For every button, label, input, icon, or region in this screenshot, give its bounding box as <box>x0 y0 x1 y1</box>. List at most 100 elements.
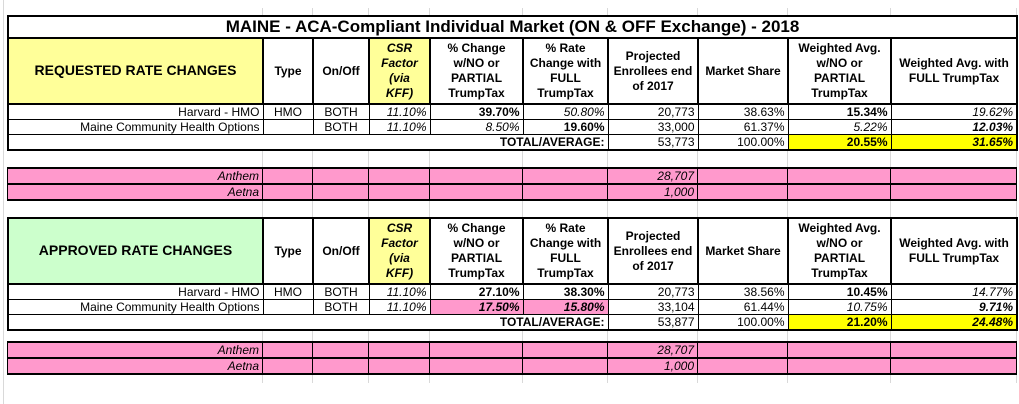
empty-cell[interactable] <box>787 183 891 201</box>
total-enrollees-cell[interactable]: 53,877 <box>607 314 699 331</box>
empty-cell[interactable] <box>262 357 313 375</box>
empty-cell[interactable] <box>787 167 891 185</box>
empty-cell[interactable] <box>312 167 369 185</box>
change-full-cell[interactable]: 50.80% <box>522 103 609 120</box>
insurer-name-cell[interactable]: Anthem <box>7 341 263 359</box>
market-share-cell[interactable]: 38.56% <box>697 283 789 300</box>
csr-factor-cell[interactable]: 11.10% <box>368 119 431 135</box>
col-header-change-full[interactable]: % Rate Change with FULL TrumpTax <box>522 37 609 105</box>
col-header-type[interactable]: Type <box>262 37 314 105</box>
col-header-onoff[interactable]: On/Off <box>312 217 370 285</box>
col-header-projected-enrollees[interactable]: Projected Enrollees end of 2017 <box>607 217 699 285</box>
insurer-name-cell[interactable]: Aetna <box>7 183 263 201</box>
total-weighted-avg-full-cell[interactable]: 31.65% <box>890 134 1019 151</box>
insurer-name-cell[interactable]: Aetna <box>7 357 263 375</box>
insurer-name-cell[interactable]: Anthem <box>7 167 263 185</box>
col-header-projected-enrollees[interactable]: Projected Enrollees end of 2017 <box>607 37 699 105</box>
empty-cell[interactable] <box>522 341 608 359</box>
total-market-share-cell[interactable]: 100.00% <box>697 314 789 331</box>
empty-cell[interactable] <box>890 341 1017 359</box>
empty-cell[interactable] <box>312 341 369 359</box>
empty-cell[interactable] <box>368 183 430 201</box>
total-weighted-avg-no-partial-cell[interactable]: 21.20% <box>787 314 892 331</box>
type-cell[interactable]: HMO <box>262 103 314 120</box>
col-header-weighted-avg-full[interactable]: Weighted Avg. with FULL TrumpTax <box>889 37 1019 105</box>
empty-cell[interactable] <box>522 167 608 185</box>
weighted-avg-no-partial-cell[interactable]: 10.75% <box>787 299 892 315</box>
col-header-weighted-avg-full[interactable]: Weighted Avg. with FULL TrumpTax <box>890 217 1018 285</box>
weighted-avg-full-cell[interactable]: 12.03% <box>890 119 1019 135</box>
weighted-avg-no-partial-cell[interactable]: 15.34% <box>787 103 892 120</box>
total-average-label[interactable]: TOTAL/AVERAGE: <box>7 134 609 151</box>
empty-cell[interactable] <box>368 167 430 185</box>
empty-cell[interactable] <box>312 357 369 375</box>
weighted-avg-no-partial-cell[interactable]: 5.22% <box>787 119 892 135</box>
insurer-name-cell[interactable]: Harvard - HMO <box>7 283 264 300</box>
empty-cell[interactable] <box>429 341 523 359</box>
total-enrollees-cell[interactable]: 53,773 <box>607 134 699 151</box>
empty-cell[interactable] <box>890 167 1017 185</box>
insurer-name-cell[interactable]: Maine Community Health Options <box>7 119 264 135</box>
insurer-name-cell[interactable]: Maine Community Health Options <box>7 299 264 315</box>
empty-cell[interactable] <box>368 341 430 359</box>
enrollees-cell[interactable]: 1,000 <box>607 357 698 375</box>
total-weighted-avg-no-partial-cell[interactable]: 20.55% <box>787 134 892 151</box>
empty-cell[interactable] <box>262 167 313 185</box>
change-no-partial-cell[interactable]: 27.10% <box>429 283 524 300</box>
empty-cell[interactable] <box>429 357 523 375</box>
col-header-market-share[interactable]: Market Share <box>697 217 789 285</box>
requested-section-label[interactable]: REQUESTED RATE CHANGES <box>7 37 264 105</box>
total-weighted-avg-full-cell[interactable]: 24.48% <box>890 314 1018 331</box>
total-market-share-cell[interactable]: 100.00% <box>697 134 789 151</box>
enrollees-cell[interactable]: 20,773 <box>607 103 699 120</box>
approved-section-label[interactable]: APPROVED RATE CHANGES <box>7 217 264 285</box>
onoff-cell[interactable]: BOTH <box>312 119 370 135</box>
market-share-cell[interactable]: 61.37% <box>697 119 789 135</box>
enrollees-cell[interactable]: 28,707 <box>607 167 698 185</box>
change-no-partial-cell[interactable]: 17.50% <box>429 299 524 315</box>
enrollees-cell[interactable]: 33,000 <box>607 119 699 135</box>
csr-factor-cell[interactable]: 11.10% <box>368 103 431 120</box>
col-header-onoff[interactable]: On/Off <box>312 37 370 105</box>
col-header-weighted-avg-no-partial[interactable]: Weighted Avg. w/NO or PARTIAL TrumpTax <box>787 217 892 285</box>
empty-cell[interactable] <box>262 183 313 201</box>
insurer-name-cell[interactable]: Harvard - HMO <box>7 103 264 120</box>
empty-cell[interactable] <box>429 167 523 185</box>
col-header-change-full[interactable]: % Rate Change with FULL TrumpTax <box>522 217 609 285</box>
change-full-cell[interactable]: 19.60% <box>522 119 609 135</box>
enrollees-cell[interactable]: 1,000 <box>607 183 698 201</box>
csr-factor-cell[interactable]: 11.10% <box>368 283 431 300</box>
market-share-cell[interactable]: 61.44% <box>697 299 789 315</box>
col-header-market-share[interactable]: Market Share <box>697 37 789 105</box>
weighted-avg-full-cell[interactable]: 19.62% <box>890 103 1019 120</box>
weighted-avg-no-partial-cell[interactable]: 10.45% <box>787 283 892 300</box>
empty-cell[interactable] <box>368 357 430 375</box>
empty-cell[interactable] <box>522 357 608 375</box>
enrollees-cell[interactable]: 20,773 <box>607 283 699 300</box>
weighted-avg-full-cell[interactable]: 9.71% <box>890 299 1018 315</box>
empty-cell[interactable] <box>787 357 891 375</box>
empty-cell[interactable] <box>429 183 523 201</box>
onoff-cell[interactable]: BOTH <box>312 103 370 120</box>
empty-cell[interactable] <box>890 183 1017 201</box>
type-cell[interactable]: HMO <box>262 283 314 300</box>
empty-cell[interactable] <box>522 183 608 201</box>
empty-cell[interactable] <box>697 167 788 185</box>
empty-cell[interactable] <box>262 341 313 359</box>
enrollees-cell[interactable]: 28,707 <box>607 341 698 359</box>
col-header-csr-factor[interactable]: CSR Factor (via KFF) <box>368 217 431 285</box>
csr-factor-cell[interactable]: 11.10% <box>368 299 431 315</box>
empty-cell[interactable] <box>697 357 788 375</box>
empty-cell[interactable] <box>697 183 788 201</box>
change-no-partial-cell[interactable]: 39.70% <box>429 103 524 120</box>
change-no-partial-cell[interactable]: 8.50% <box>429 119 524 135</box>
col-header-csr-factor[interactable]: CSR Factor (via KFF) <box>368 37 431 105</box>
change-full-cell[interactable]: 38.30% <box>522 283 609 300</box>
col-header-change-no-partial[interactable]: % Change w/NO or PARTIAL TrumpTax <box>429 37 524 105</box>
enrollees-cell[interactable]: 33,104 <box>607 299 699 315</box>
onoff-cell[interactable]: BOTH <box>312 299 370 315</box>
total-average-label[interactable]: TOTAL/AVERAGE: <box>7 314 609 331</box>
market-share-cell[interactable]: 38.63% <box>697 103 789 120</box>
type-cell[interactable] <box>262 299 314 315</box>
empty-cell[interactable] <box>697 341 788 359</box>
